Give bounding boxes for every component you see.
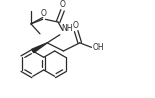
Text: O: O xyxy=(72,21,78,30)
Polygon shape xyxy=(32,43,47,53)
Text: O: O xyxy=(41,9,46,18)
Text: NH: NH xyxy=(62,24,73,33)
Text: O: O xyxy=(60,0,66,9)
Text: OH: OH xyxy=(92,43,104,52)
